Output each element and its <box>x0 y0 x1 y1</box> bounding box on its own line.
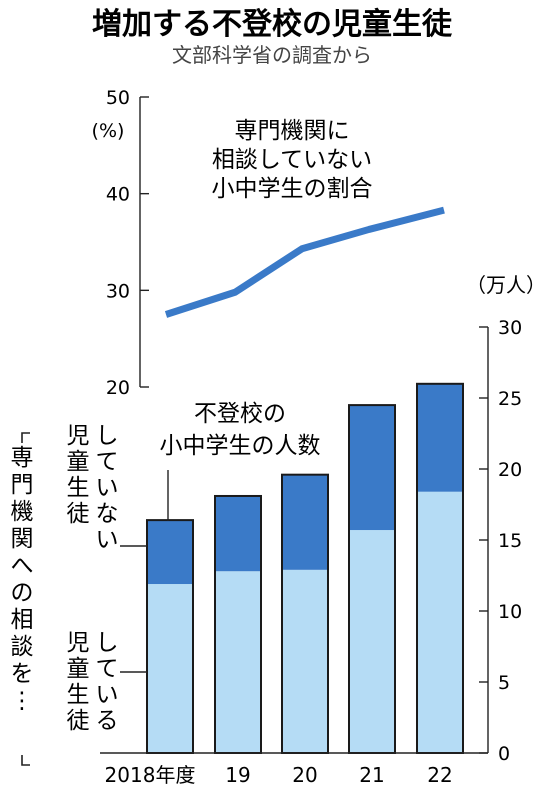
bar-y-tick-label: 20 <box>498 459 522 481</box>
bar-segment-consulted <box>417 491 463 753</box>
line-chart-title-line: 専門機関に <box>235 118 350 144</box>
vertical-char: て <box>96 656 119 682</box>
bar-y-tick-label: 0 <box>498 743 510 765</box>
vertical-char: 徒 <box>67 708 90 734</box>
vertical-char: 生 <box>67 475 90 501</box>
vertical-char: 機 <box>11 499 34 525</box>
vertical-char: し <box>96 630 119 656</box>
vertical-char: の <box>11 580 34 606</box>
vertical-char: 門 <box>11 472 34 498</box>
bar-segment-consulted <box>282 569 328 753</box>
vertical-char: ⋮ <box>11 688 34 714</box>
label-not-consulted-line1: していない <box>96 423 119 553</box>
bracket-close <box>21 755 30 766</box>
bar-y-tick-label: 15 <box>498 530 522 552</box>
vertical-char: 童 <box>67 449 90 475</box>
x-tick-label: 22 <box>427 763 452 787</box>
bar-segment-not-consulted <box>215 495 261 572</box>
vertical-char: 専 <box>11 445 34 471</box>
line-y-tick-label: 40 <box>106 184 130 206</box>
bar-segment-not-consulted <box>349 405 395 531</box>
bar-segment-not-consulted <box>417 383 463 492</box>
bar-segment-consulted <box>215 571 261 753</box>
vertical-char: い <box>96 475 119 501</box>
bar-segment-consulted <box>349 530 395 753</box>
vertical-char: 相 <box>11 607 34 633</box>
vertical-char: い <box>96 527 119 553</box>
vertical-char: し <box>96 423 119 449</box>
bar-segment-not-consulted <box>282 474 328 570</box>
vertical-char: な <box>96 501 119 527</box>
line-series-path <box>164 206 445 318</box>
vertical-char: 徒 <box>67 501 90 527</box>
line-chart-title-line: 相談していない <box>212 147 372 173</box>
x-tick-label: 19 <box>225 763 250 787</box>
bar-y-tick-label: 30 <box>498 317 522 339</box>
line-y-axis-unit: (%) <box>92 120 125 142</box>
x-tick-label: 20 <box>292 763 317 787</box>
bar-chart-title-line: 小中学生の人数 <box>160 433 321 459</box>
label-not-consulted-line2: 児童生徒 <box>67 423 90 527</box>
chart-title: 増加する不登校の児童生徒 <box>92 7 453 42</box>
vertical-char: を <box>11 661 34 687</box>
label-consulted-line2: 児童生徒 <box>67 630 90 734</box>
vertical-char: 談 <box>11 634 34 660</box>
vertical-char: い <box>96 682 119 708</box>
vertical-char: 童 <box>67 656 90 682</box>
bar-chart-title-line: 不登校の <box>194 401 286 427</box>
line-y-tick-label: 30 <box>106 280 130 302</box>
vertical-char: 生 <box>67 682 90 708</box>
bar-segment-not-consulted <box>147 520 193 585</box>
bar-y-tick-label: 25 <box>498 388 522 410</box>
chart-subtitle: 文部科学省の調査から <box>172 43 372 67</box>
bar-y-tick-label: 5 <box>498 672 510 694</box>
line-y-tick-label: 20 <box>106 377 130 399</box>
vertical-char: 関 <box>11 526 34 552</box>
vertical-char: る <box>96 708 119 734</box>
bar-segment-consulted <box>147 584 193 753</box>
bar-y-tick-label: 10 <box>498 601 522 623</box>
bracket-open <box>21 432 30 443</box>
bar-chart: 0 5 10 15 20 25 30 （万人） 2018年度 19 20 21 22 不登校の小中学生の人… <box>11 273 545 787</box>
line-chart-title-line: 小中学生の割合 <box>212 176 373 202</box>
x-tick-label: 21 <box>359 763 384 787</box>
bar-y-axis-unit: （万人） <box>466 273 545 297</box>
vertical-char: 児 <box>67 630 90 656</box>
vertical-char: へ <box>11 553 34 579</box>
line-y-tick-label: 50 <box>106 87 130 109</box>
vertical-char: 児 <box>67 423 90 449</box>
x-tick-label: 2018年度 <box>105 763 196 787</box>
vertical-char: て <box>96 449 119 475</box>
